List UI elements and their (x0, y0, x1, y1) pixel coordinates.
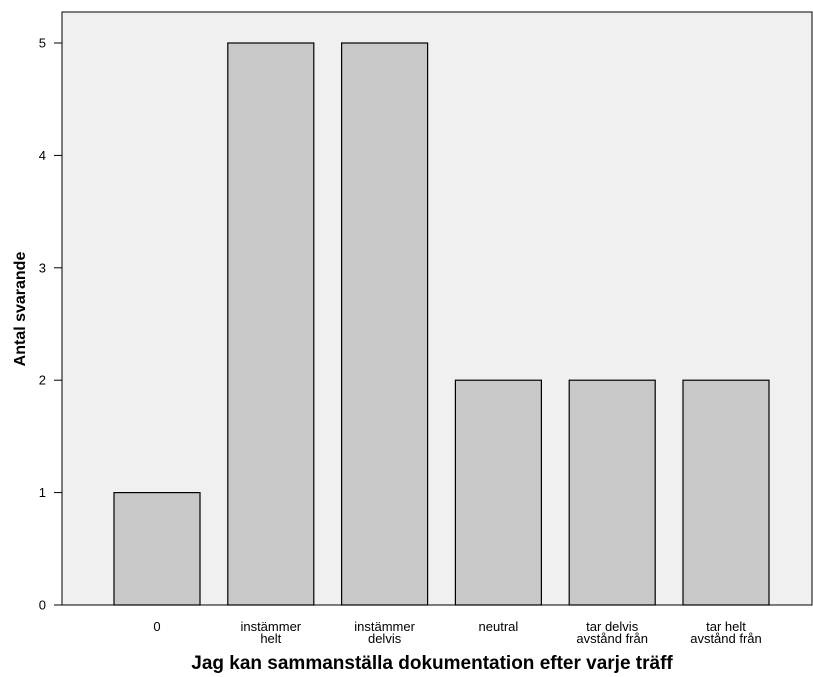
x-axis: 0 instämmer helt instämmer delvis neutral tar … (153, 619, 761, 646)
y-tick-label: 0 (39, 598, 46, 613)
bars (113, 42, 770, 606)
y-axis-title: Antal svarande (12, 252, 29, 367)
y-tick-label: 3 (39, 260, 46, 275)
bar-4 (568, 379, 656, 606)
bar-3 (454, 379, 542, 606)
x-tick-label: instämmer helt (240, 619, 301, 646)
bar-5 (682, 379, 770, 606)
y-tick-label: 2 (39, 373, 46, 388)
y-tick-label: 1 (39, 485, 46, 500)
y-tick-label: 4 (39, 148, 46, 163)
bar-1 (227, 42, 315, 606)
bar-0 (113, 492, 201, 606)
x-tick-label: tar helt avstånd från (690, 619, 762, 646)
y-tick-label: 5 (39, 36, 46, 51)
x-tick-label: instämmer delvis (354, 619, 415, 646)
x-tick-label: 0 (153, 619, 160, 634)
x-axis-title: Jag kan sammanställa dokumentation efter… (191, 653, 673, 674)
bar-2 (341, 42, 429, 606)
x-tick-label: neutral (479, 619, 519, 634)
x-tick-label: tar delvis avstånd från (576, 619, 648, 646)
y-axis: 0 1 2 3 4 5 (39, 36, 62, 613)
